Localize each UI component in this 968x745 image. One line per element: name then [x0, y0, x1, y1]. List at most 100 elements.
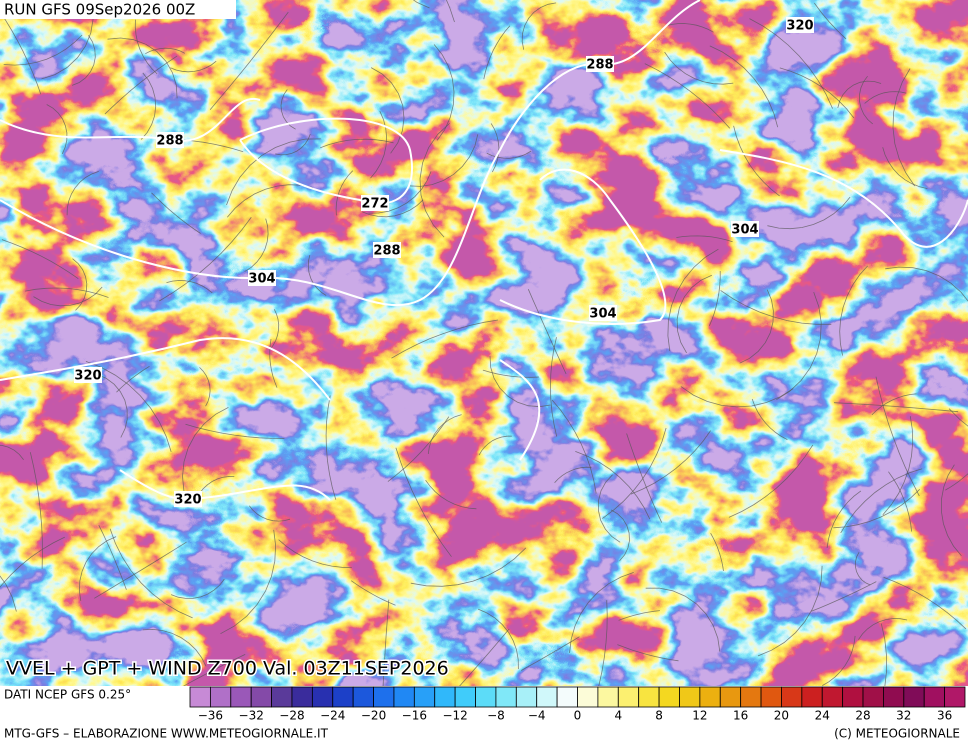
- colorbar-swatch: [679, 686, 701, 708]
- colorbar-label: −24: [320, 709, 345, 723]
- streamline: [892, 68, 916, 187]
- colorbar-label: −32: [239, 709, 264, 723]
- streamline: [427, 414, 462, 454]
- streamline: [822, 635, 856, 686]
- streamline: [134, 19, 158, 75]
- streamline: [767, 196, 851, 230]
- streamline: [1, 239, 79, 280]
- streamline: [97, 374, 128, 438]
- contour-label-bg: [156, 132, 184, 148]
- streamline: [814, 2, 847, 40]
- streamline: [387, 416, 450, 482]
- colorbar-label: −36: [198, 709, 223, 723]
- streamline: [142, 628, 207, 667]
- streamline: [166, 280, 213, 294]
- colorbar-swatch: [373, 686, 395, 708]
- colorbar-swatch: [781, 686, 803, 708]
- streamline: [248, 505, 291, 522]
- streamline: [370, 67, 405, 154]
- streamline: [569, 572, 634, 653]
- streamline: [644, 63, 731, 129]
- colorbar-swatch: [801, 686, 823, 708]
- streamline: [151, 192, 201, 234]
- streamline: [733, 125, 780, 197]
- streamline: [833, 402, 959, 413]
- contour-label-bg: [373, 242, 401, 258]
- colorbar-swatch: [536, 686, 558, 708]
- colorbar-swatch: [740, 686, 762, 708]
- streamline: [489, 356, 551, 408]
- streamline: [645, 587, 721, 652]
- streamline: [278, 539, 352, 568]
- streamline: [116, 365, 150, 393]
- streamline: [776, 291, 822, 401]
- contour-label: 288: [156, 134, 183, 149]
- streamline: [945, 473, 968, 491]
- contour-label-bg: [731, 221, 759, 237]
- streamline: [709, 271, 721, 326]
- contour-label-bg: [74, 367, 102, 383]
- streamline: [325, 395, 337, 500]
- colorbar-swatch: [719, 686, 742, 708]
- streamline: [549, 337, 558, 437]
- colorbar-swatch: [923, 686, 946, 708]
- streamline: [199, 367, 211, 407]
- streamline: [280, 89, 296, 130]
- streamline: [739, 289, 774, 364]
- colorbar-label: −20: [361, 709, 386, 723]
- contour-label: 320: [174, 493, 201, 508]
- contour-label-bg: [248, 270, 276, 286]
- streamline: [145, 47, 186, 55]
- streamline: [368, 171, 432, 214]
- streamline: [25, 287, 109, 298]
- colorbar-swatch: [434, 686, 456, 708]
- footer-right: (C) METEOGIORNALE: [834, 727, 960, 741]
- streamline: [871, 393, 917, 416]
- streamline: [882, 416, 914, 516]
- contour-label-bg: [586, 56, 614, 72]
- streamline: [728, 444, 814, 518]
- colorbar-label: −8: [487, 709, 505, 723]
- streamline: [575, 451, 651, 520]
- streamline: [676, 235, 733, 243]
- colorbar-swatch: [638, 686, 660, 708]
- streamline: [630, 430, 711, 495]
- colorbar-label: 8: [655, 709, 663, 723]
- streamline: [408, 134, 479, 187]
- streamline: [382, 599, 390, 697]
- streamline: [350, 580, 396, 606]
- map-title: VVEL + GPT + WIND Z700 Val. 03Z11SEP2026: [6, 658, 449, 680]
- streamline: [751, 398, 788, 441]
- colorbar-swatch: [597, 686, 619, 708]
- streamline: [826, 490, 862, 548]
- streamline: [554, 466, 592, 483]
- streamline: [33, 286, 103, 307]
- streamline: [275, 133, 311, 156]
- streamline: [833, 489, 920, 529]
- streamline: [521, 2, 557, 50]
- streamline: [665, 23, 714, 33]
- contour-label: 320: [74, 369, 101, 384]
- colorbar-swatch: [760, 686, 782, 708]
- contour-label-bg: [786, 17, 814, 33]
- streamline: [883, 576, 967, 630]
- streamline: [888, 471, 913, 532]
- colorbar-swatch: [311, 686, 334, 708]
- streamline: [486, 150, 532, 159]
- colorbar-swatch: [617, 686, 640, 708]
- colorbar-label: 28: [855, 709, 870, 723]
- streamline: [610, 509, 630, 561]
- streamline: [840, 468, 923, 534]
- streamline: [159, 217, 252, 302]
- colorbar-label: 0: [574, 709, 582, 723]
- streamline: [335, 170, 354, 216]
- colorbar-label: 20: [774, 709, 789, 723]
- footer-left: MTG-GFS – ELABORAZIONE WWW.METEOGIORNALE…: [4, 727, 329, 741]
- colorbar-swatch: [495, 686, 517, 708]
- colorbar-label: 12: [692, 709, 707, 723]
- streamline: [182, 407, 229, 505]
- colorbar-label: 16: [733, 709, 748, 723]
- colorbar-swatch: [556, 686, 578, 708]
